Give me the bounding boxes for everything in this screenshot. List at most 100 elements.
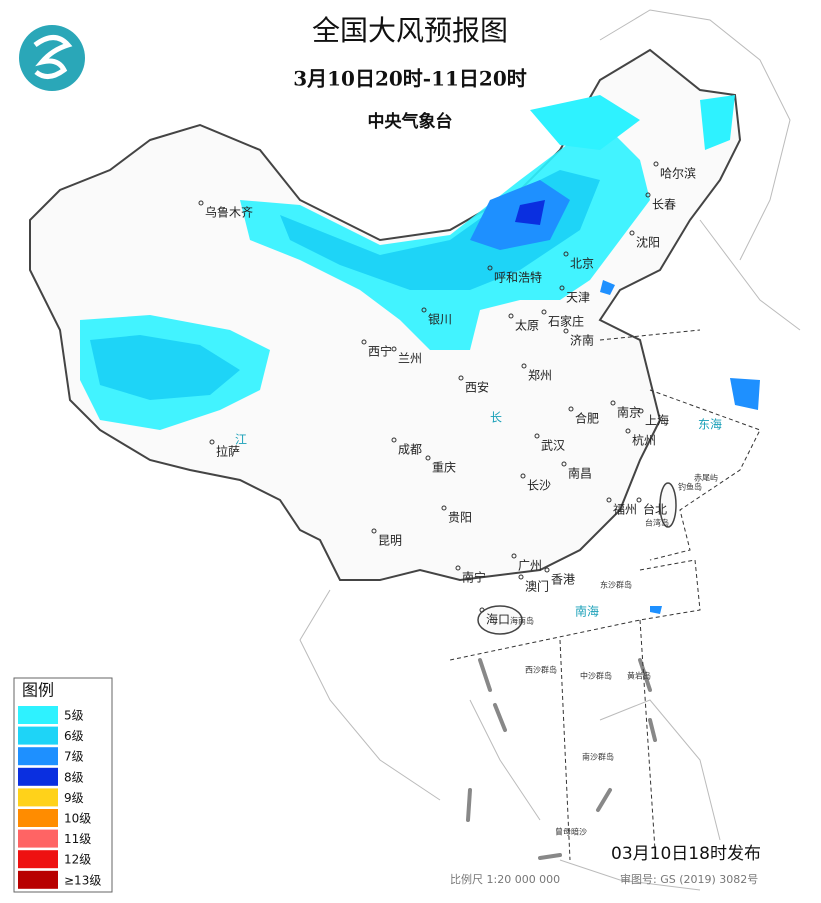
city-dot: [391, 346, 397, 352]
scale: 比例尺 1:20 000 000: [450, 872, 560, 886]
city-dot: [629, 230, 635, 236]
city-dot: [534, 433, 540, 439]
logo: [19, 25, 85, 91]
island-label: 东沙群岛: [600, 580, 632, 590]
city-label: 北京: [570, 257, 594, 271]
city-dot: [455, 565, 461, 571]
city-label: 郑州: [528, 368, 552, 383]
city-dot: [610, 400, 616, 406]
city-label: 西安: [465, 380, 489, 395]
city-dot: [544, 567, 550, 573]
legend-title: 图例: [22, 681, 54, 700]
city-label: 广州: [518, 559, 542, 573]
sea-label: 长: [490, 411, 502, 425]
city-dot: [561, 461, 567, 467]
sea-label: 东海: [698, 417, 722, 432]
city-label: 海口: [486, 612, 510, 627]
city-dot: [508, 313, 514, 319]
legend-label: 8级: [64, 770, 84, 784]
legend-swatch: [18, 850, 58, 869]
wind-areas: [80, 95, 760, 614]
city-dot: [371, 528, 377, 534]
city-label: 昆明: [378, 534, 402, 548]
city-dot: [421, 307, 427, 313]
city-dot: [636, 497, 642, 503]
city-label: 重庆: [432, 461, 456, 475]
city-label: 乌鲁木齐: [205, 205, 253, 220]
city-dot: [487, 265, 493, 271]
taiwan: [659, 482, 677, 528]
city-label: 成都: [398, 443, 422, 457]
legend-swatch: [18, 788, 58, 807]
city-dot: [425, 455, 431, 461]
city-label: 沈阳: [636, 235, 660, 250]
city-label: 南京: [617, 405, 641, 420]
island-label: 曾母暗沙: [555, 827, 587, 837]
city-label: 石家庄: [548, 314, 584, 329]
legend-label: ≥13级: [64, 873, 101, 887]
legend-swatch: [18, 726, 58, 745]
city-label: 上海: [645, 413, 669, 428]
city-dot: [606, 497, 612, 503]
city-label: 合肥: [575, 411, 599, 426]
city-label: 哈尔滨: [660, 166, 696, 181]
city-dot: [563, 251, 569, 257]
nine-dash-line: [466, 658, 657, 860]
city-dot: [653, 161, 659, 167]
city-dot: [521, 363, 527, 369]
city-dot: [645, 192, 651, 198]
island-label: 台湾岛: [645, 518, 669, 528]
agency: 中央气象台: [368, 111, 453, 132]
legend-swatch: [18, 767, 58, 786]
city-label: 天津: [566, 291, 590, 305]
legend-label: 5级: [64, 709, 84, 723]
city-label: 长沙: [527, 479, 551, 493]
city-dot: [518, 574, 524, 580]
city-dot: [563, 328, 569, 334]
city-label: 拉萨: [216, 444, 240, 459]
island-label: 西沙群岛: [525, 665, 557, 675]
city-dot: [479, 607, 485, 613]
city-label: 济南: [570, 333, 594, 348]
city-dot: [625, 428, 631, 434]
city-dot: [198, 200, 204, 206]
sea-label: 江: [235, 433, 247, 447]
city-dot: [391, 437, 397, 443]
hainan: [477, 605, 523, 635]
city-dot: [441, 505, 447, 511]
city-label: 澳门: [525, 579, 549, 594]
city-dot: [361, 339, 367, 345]
legend-label: 10级: [64, 812, 91, 826]
legend-label: 9级: [64, 791, 84, 805]
island-label: 赤尾屿: [694, 474, 718, 483]
city-label: 贵阳: [448, 511, 472, 525]
island-label: 南沙群岛: [582, 752, 614, 762]
city-label: 长春: [652, 198, 676, 212]
legend-swatch: [18, 747, 58, 766]
title: 全国大风预报图: [312, 14, 508, 47]
legend: 5级 6级 7级 8级 9级 10级 11级 12级 ≥13级: [18, 706, 101, 889]
island-label: 黄岩岛: [627, 671, 651, 681]
legend-label: 6级: [64, 729, 84, 743]
legend-label: 12级: [64, 853, 91, 867]
subtitle: 3月10日20时-11日20时: [293, 67, 527, 91]
city-label: 台北: [643, 502, 667, 517]
island-label: 钓鱼岛: [678, 482, 702, 492]
city-dot: [511, 553, 517, 559]
city-label: 太原: [515, 318, 539, 333]
issued: 03月10日18时发布: [611, 844, 761, 864]
city-label: 香港: [551, 573, 575, 587]
island-label: 中沙群岛: [580, 671, 612, 681]
legend-label: 7级: [64, 750, 84, 764]
city-label: 南昌: [568, 466, 592, 481]
city-dot: [568, 406, 574, 412]
legend-swatch: [18, 809, 58, 827]
city-label: 银川: [428, 313, 452, 327]
sea-label: 南海: [575, 604, 599, 619]
city-label: 杭州: [632, 433, 656, 448]
city-dot: [541, 309, 547, 315]
legend-swatch: [18, 706, 58, 724]
city-dot: [559, 285, 565, 291]
neighbour-borders: [299, 9, 801, 891]
